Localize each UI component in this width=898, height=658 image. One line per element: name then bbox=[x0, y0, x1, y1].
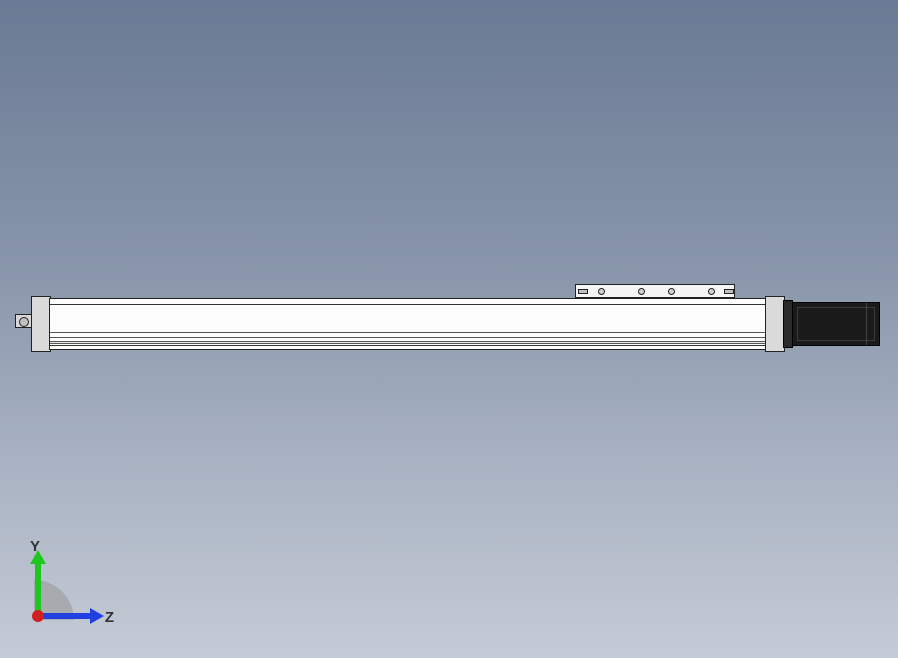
cad-viewport[interactable]: Y Z bbox=[0, 0, 898, 658]
carriage-screw bbox=[578, 289, 588, 294]
rail-slot bbox=[50, 341, 766, 344]
end-plate-right bbox=[765, 296, 785, 352]
motor-detail bbox=[797, 307, 875, 341]
carriage-hole bbox=[638, 288, 645, 295]
axis-x[interactable] bbox=[32, 610, 44, 622]
view-triad[interactable]: Y Z bbox=[24, 540, 114, 630]
rail-groove bbox=[50, 337, 766, 338]
rail-edge-top bbox=[50, 304, 766, 305]
carriage-mount bbox=[575, 284, 735, 298]
carriage-hole bbox=[598, 288, 605, 295]
rail-body bbox=[49, 298, 767, 350]
carriage-hole bbox=[668, 288, 675, 295]
carriage-screw bbox=[724, 289, 734, 294]
axis-label-y: Y bbox=[30, 538, 40, 555]
axis-z[interactable] bbox=[36, 613, 92, 619]
motor-body bbox=[792, 302, 880, 346]
model-assembly[interactable] bbox=[15, 290, 890, 360]
rail-groove bbox=[50, 332, 766, 333]
end-plate-left bbox=[31, 296, 51, 352]
rail-edge-bottom bbox=[50, 345, 766, 346]
motor-seam bbox=[866, 303, 867, 345]
carriage-hole bbox=[708, 288, 715, 295]
axis-label-z: Z bbox=[105, 609, 114, 626]
